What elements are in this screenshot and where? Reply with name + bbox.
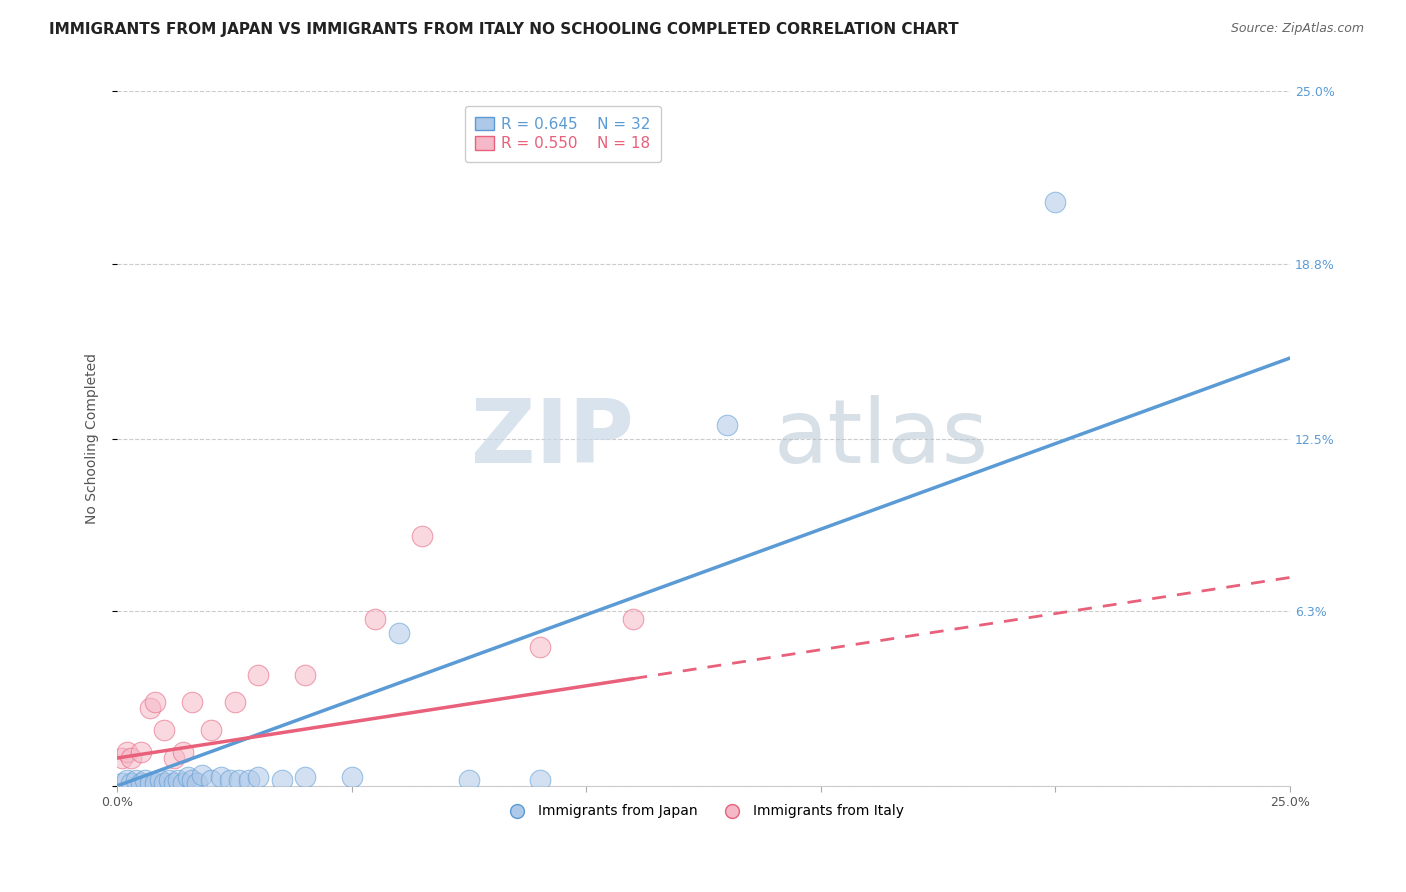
- Point: [177, 771, 200, 785]
- Point: [167, 773, 190, 788]
- Point: [294, 667, 316, 681]
- Point: [228, 773, 250, 788]
- Text: Source: ZipAtlas.com: Source: ZipAtlas.com: [1230, 22, 1364, 36]
- Point: [219, 773, 242, 788]
- Point: [716, 417, 738, 432]
- Point: [200, 723, 222, 738]
- Point: [224, 695, 246, 709]
- Point: [621, 612, 644, 626]
- Point: [153, 776, 176, 790]
- Point: [139, 776, 162, 790]
- Point: [388, 626, 411, 640]
- Text: atlas: atlas: [775, 395, 990, 482]
- Point: [115, 773, 138, 788]
- Point: [247, 667, 270, 681]
- Point: [364, 612, 387, 626]
- Point: [186, 776, 208, 790]
- Point: [139, 701, 162, 715]
- Point: [143, 695, 166, 709]
- Point: [294, 771, 316, 785]
- Legend: Immigrants from Japan, Immigrants from Italy: Immigrants from Japan, Immigrants from I…: [498, 799, 910, 824]
- Point: [181, 695, 204, 709]
- Point: [458, 773, 481, 788]
- Point: [143, 776, 166, 790]
- Point: [340, 771, 363, 785]
- Point: [200, 773, 222, 788]
- Point: [191, 767, 214, 781]
- Point: [172, 746, 194, 760]
- Point: [163, 776, 186, 790]
- Point: [1045, 195, 1067, 210]
- Point: [148, 773, 170, 788]
- Point: [172, 776, 194, 790]
- Point: [120, 776, 142, 790]
- Point: [125, 773, 148, 788]
- Point: [115, 746, 138, 760]
- Point: [163, 751, 186, 765]
- Y-axis label: No Schooling Completed: No Schooling Completed: [86, 353, 100, 524]
- Point: [209, 771, 232, 785]
- Text: IMMIGRANTS FROM JAPAN VS IMMIGRANTS FROM ITALY NO SCHOOLING COMPLETED CORRELATIO: IMMIGRANTS FROM JAPAN VS IMMIGRANTS FROM…: [49, 22, 959, 37]
- Point: [129, 746, 152, 760]
- Point: [529, 640, 551, 654]
- Point: [411, 529, 433, 543]
- Point: [134, 773, 156, 788]
- Point: [153, 723, 176, 738]
- Point: [111, 751, 134, 765]
- Point: [238, 773, 260, 788]
- Point: [120, 751, 142, 765]
- Point: [181, 773, 204, 788]
- Text: ZIP: ZIP: [471, 395, 633, 482]
- Point: [129, 776, 152, 790]
- Point: [111, 776, 134, 790]
- Point: [529, 773, 551, 788]
- Point: [270, 773, 292, 788]
- Point: [247, 771, 270, 785]
- Point: [157, 773, 180, 788]
